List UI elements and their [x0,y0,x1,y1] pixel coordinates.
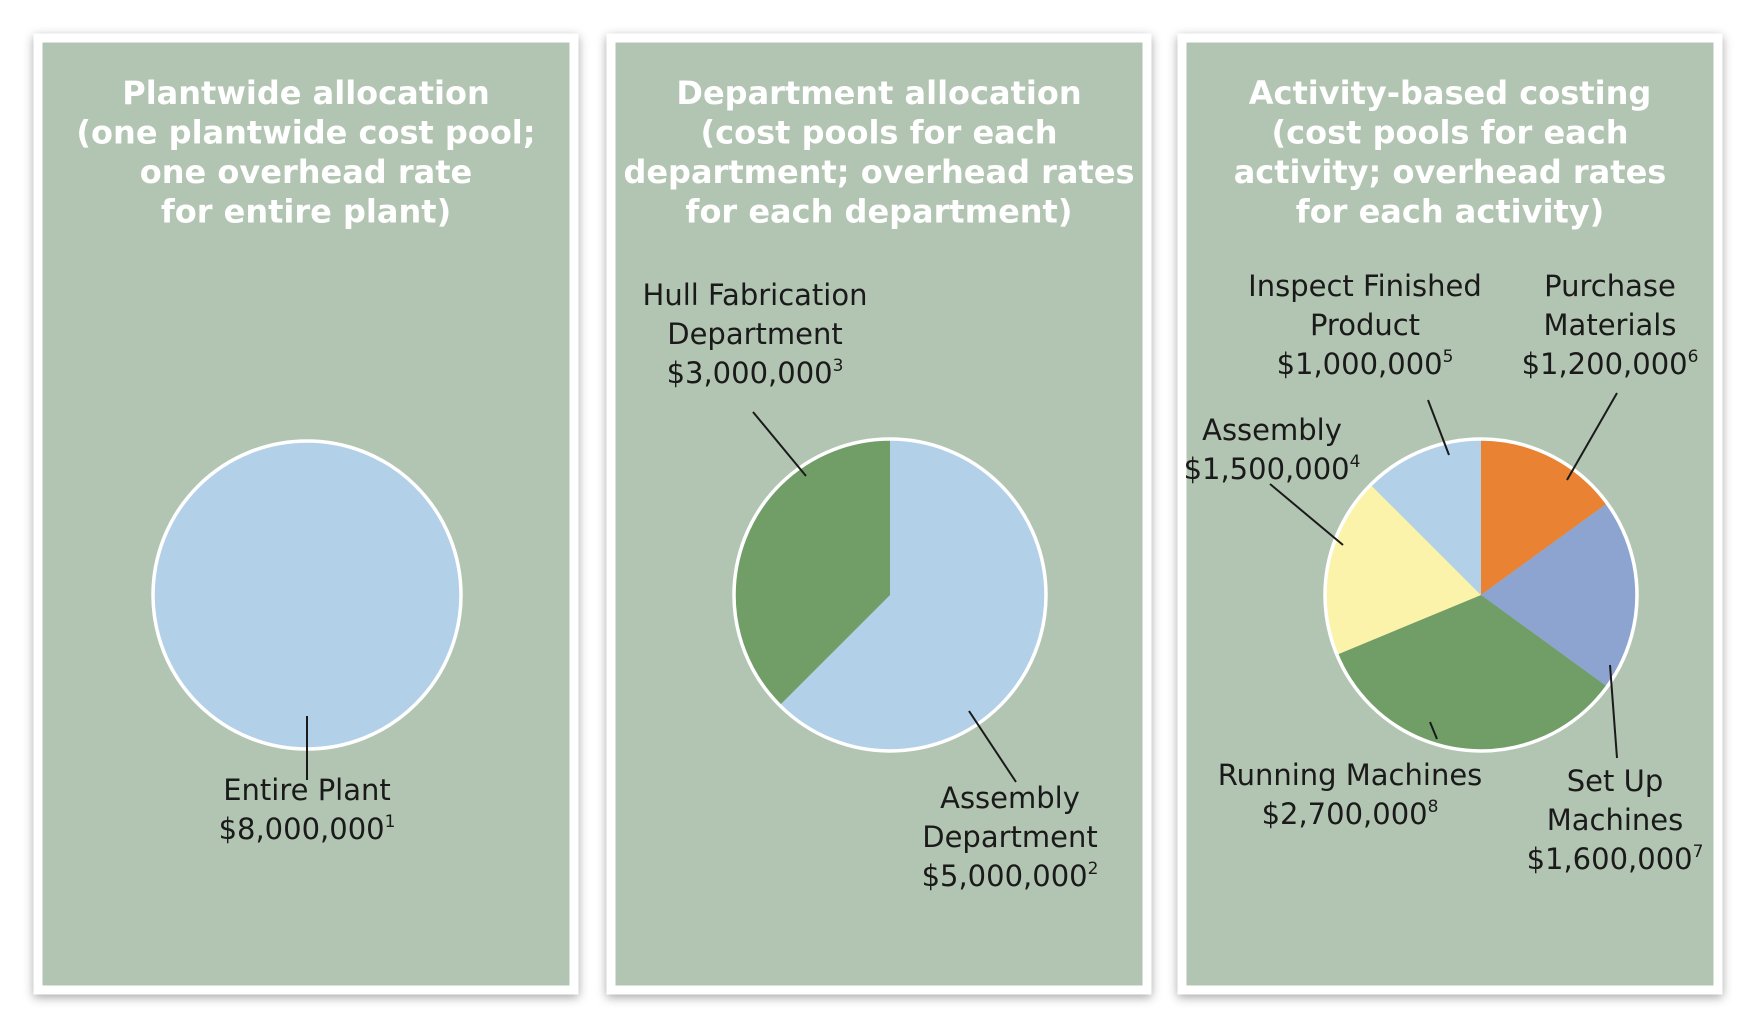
slice-value: $5,000,000 [922,859,1088,893]
footnote-marker: 7 [1693,842,1704,862]
panel-title-line: for each activity) [1296,193,1604,231]
pie-slice [1325,484,1481,655]
panel-title-line: Plantwide allocation [122,74,489,112]
pie-slice [153,441,461,749]
panel-title: Activity-based costing (cost pools for ea… [1234,74,1667,231]
slice-label: Assembly Department $5,000,0002 [922,781,1099,893]
slice-name: Machines [1547,803,1684,837]
pie-slice [734,439,890,706]
chart-panel-2: Department allocation (cost pools for eac… [606,33,1152,995]
slice-name: Purchase [1544,269,1676,303]
footnote-marker: 6 [1688,347,1699,367]
panel-title-line: (cost pools for each [1272,114,1629,152]
slice-label: Set Up Machines $1,600,0007 [1527,764,1704,876]
panel-title-line: for entire plant) [161,193,451,231]
panel-title-line: (cost pools for each [701,114,1058,152]
panel-title-line: for each department) [686,193,1073,231]
panel-title-line: department; overhead rates [623,153,1134,191]
panel-title-line: activity; overhead rates [1234,153,1667,191]
slice-name: Department [667,317,843,351]
panel-title-line: (one plantwide cost pool; [76,114,535,152]
footnote-marker: 2 [1088,859,1099,879]
footnote-marker: 4 [1350,452,1361,472]
slice-value: $1,500,000 [1184,452,1350,486]
slice-name: Set Up [1567,764,1663,798]
slice-value: $8,000,000 [219,812,385,846]
slice-name: Assembly [1202,413,1342,447]
leader-line [968,710,1017,783]
slice-name: Materials [1544,308,1677,342]
slice-name: Running Machines [1218,758,1483,792]
slice-name: Product [1310,308,1420,342]
panel-title-line: one overhead rate [140,153,472,191]
slice-label: Purchase Materials $1,200,0006 [1522,269,1699,381]
slice-name: Department [922,820,1098,854]
slice-label: Inspect Finished Product $1,000,0005 [1248,269,1482,381]
slice-value: $1,000,000 [1277,347,1443,381]
leader-line [1269,483,1344,546]
chart-panel-3: Activity-based costing (cost pools for ea… [1177,33,1723,995]
footnote-marker: 1 [385,812,396,832]
slice-name: Inspect Finished [1248,269,1482,303]
slice-name: Assembly [940,781,1080,815]
slice-value: $2,700,000 [1262,797,1428,831]
panel-title: Plantwide allocation (one plantwide cost … [76,74,535,231]
pie-slice [779,439,1047,752]
footnote-marker: 5 [1443,347,1454,367]
slice-name: Entire Plant [223,773,391,807]
slice-value: $1,600,000 [1527,842,1693,876]
panel-title-line: Department allocation [676,74,1081,112]
pie-slice [1370,439,1481,595]
leader-line [1566,392,1618,481]
panel-title: Department allocation (cost pools for eac… [623,74,1134,231]
pie-slice [1481,503,1637,687]
slice-label: Hull Fabrication Department $3,000,0003 [643,278,868,390]
leader-line [752,411,807,477]
panel-background [1177,33,1723,995]
pie-outline [732,437,1048,753]
panel-title-line: Activity-based costing [1249,74,1652,112]
leader-line [1609,664,1618,759]
pie-outline [1323,437,1639,753]
pie-slice [1481,439,1608,595]
slice-value: $1,200,000 [1522,347,1688,381]
slice-value: $3,000,000 [667,356,833,390]
slice-label: Entire Plant $8,000,0001 [219,773,396,846]
leader-line [1429,721,1438,740]
pie-slice [1336,595,1608,751]
chart-panel-1: Plantwide allocation (one plantwide cost … [33,33,579,995]
footnote-marker: 3 [833,356,844,376]
slice-label: Assembly $1,500,0004 [1184,413,1361,486]
slice-name: Hull Fabrication [643,278,868,312]
leader-line [1427,399,1450,456]
slice-label: Running Machines $2,700,0008 [1218,758,1483,831]
footnote-marker: 8 [1428,797,1439,817]
